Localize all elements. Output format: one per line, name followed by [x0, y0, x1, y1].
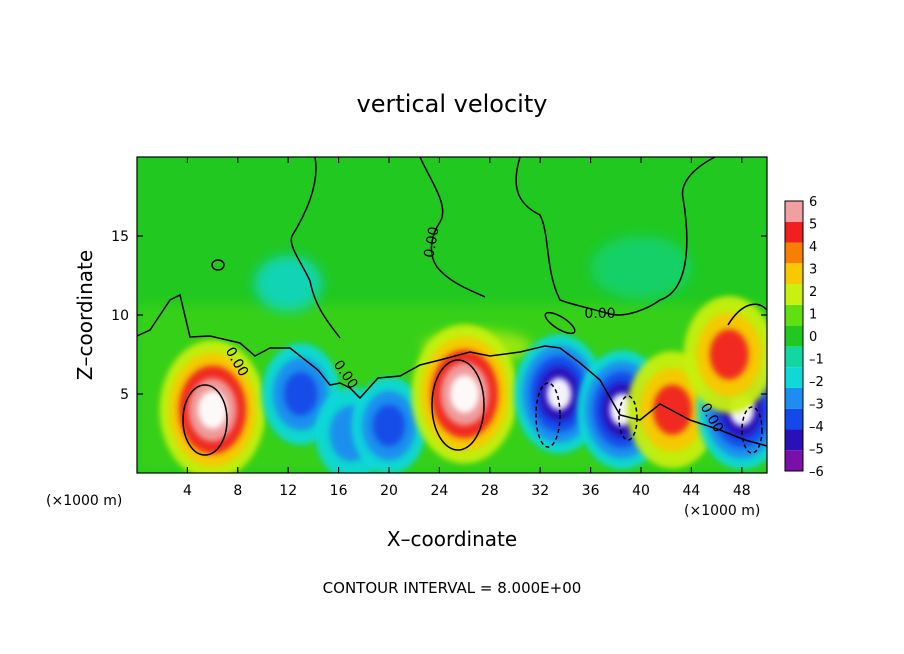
closed-contour-4: [618, 395, 638, 441]
closed-contour-3: [535, 382, 561, 448]
colorbar-label: –5: [809, 443, 824, 458]
upper-contour-right: [515, 157, 716, 316]
x-tick-label: 44: [682, 483, 700, 499]
velocity-cell: [709, 329, 749, 380]
contour-lines: [137, 157, 767, 456]
colorbar-swatch: [785, 346, 803, 368]
colorbar-swatch: [785, 263, 803, 285]
velocity-cell: [450, 375, 480, 413]
closed-contour-1: [182, 384, 228, 456]
closed-contour-7: [544, 311, 576, 335]
colorbar-label: 0: [809, 330, 817, 345]
colorbar-swatch: [785, 408, 803, 430]
x-tick-label: 28: [481, 483, 499, 499]
x-tick-label: 32: [531, 483, 549, 499]
colorbar-label: –3: [809, 398, 824, 413]
x-tick-label: 40: [632, 483, 650, 499]
colorbar-swatch: [785, 201, 803, 222]
x-tick-label: 24: [430, 483, 448, 499]
y-tick-label: 15: [111, 229, 129, 245]
x-tick-label: 12: [279, 483, 297, 499]
colorbar-label: 4: [809, 240, 817, 255]
colorbar-swatch: [785, 221, 803, 243]
colorbar-frame: [784, 200, 804, 472]
contour-interval-note: CONTOUR INTERVAL = 8.000E+00: [323, 579, 582, 597]
right-edge-contour: [727, 303, 767, 326]
colorbar-swatch: [785, 387, 803, 409]
x-tick-label: 48: [733, 483, 751, 499]
chart-title: vertical velocity: [357, 90, 548, 118]
x-tick-label: 8: [233, 483, 242, 499]
middle-contour: [419, 157, 486, 298]
colorbar-swatch: [785, 242, 803, 264]
colorbar-label: 6: [809, 195, 817, 210]
y-axis-label: Z–coordinate: [73, 250, 97, 380]
colorbar-label: –6: [809, 465, 824, 480]
x-tick-label: 16: [330, 483, 348, 499]
colorbar-label: 5: [809, 218, 817, 233]
colorbar-swatch: [785, 284, 803, 305]
contour-label: 0.00: [584, 306, 615, 322]
colorbar-swatch: [785, 429, 803, 451]
colorbar-label: –2: [809, 375, 824, 390]
colorbar-swatch: [785, 450, 803, 471]
field-blob: [254, 255, 323, 312]
field-blob: [591, 235, 691, 300]
velocity-field: [137, 235, 767, 473]
colorbar-label: 2: [809, 285, 817, 300]
colorbar-label: –1: [809, 353, 824, 368]
closed-contour-5: [741, 406, 763, 454]
x-axis-label: X–coordinate: [387, 527, 517, 551]
x-unit-label-left: (×1000 m): [46, 493, 122, 509]
colorbar-label: 1: [809, 308, 817, 323]
x-unit-label-right: (×1000 m): [684, 503, 760, 519]
colorbar-swatch: [785, 325, 803, 347]
closed-contour-2: [431, 359, 485, 451]
velocity-cell: [198, 390, 228, 429]
upper-contour-left: [290, 157, 341, 339]
plot-area: 0.00 0.00 0.00 0.00 0.00: [136, 156, 768, 474]
closed-contour-6: [211, 259, 225, 271]
velocity-cell: [372, 404, 406, 447]
velocity-cell: [284, 372, 318, 416]
x-tick-label: 20: [380, 483, 398, 499]
colorbar-swatch: [785, 304, 803, 326]
colorbar-label: 3: [809, 263, 817, 278]
colorbar-label: –4: [809, 420, 824, 435]
colorbar-swatch: [785, 367, 803, 388]
colorbar: 6 5 4 3 2 1 0 –1 –2 –3 –4 –5 –6: [784, 195, 824, 480]
x-tick-label: 36: [582, 483, 600, 499]
contour-label: 0.00: [421, 226, 442, 259]
x-tick-label: 4: [183, 483, 192, 499]
y-tick-label: 5: [120, 387, 129, 403]
y-tick-label: 10: [111, 308, 129, 324]
velocity-cell: [653, 384, 692, 435]
zero-contour-line: [137, 293, 767, 447]
